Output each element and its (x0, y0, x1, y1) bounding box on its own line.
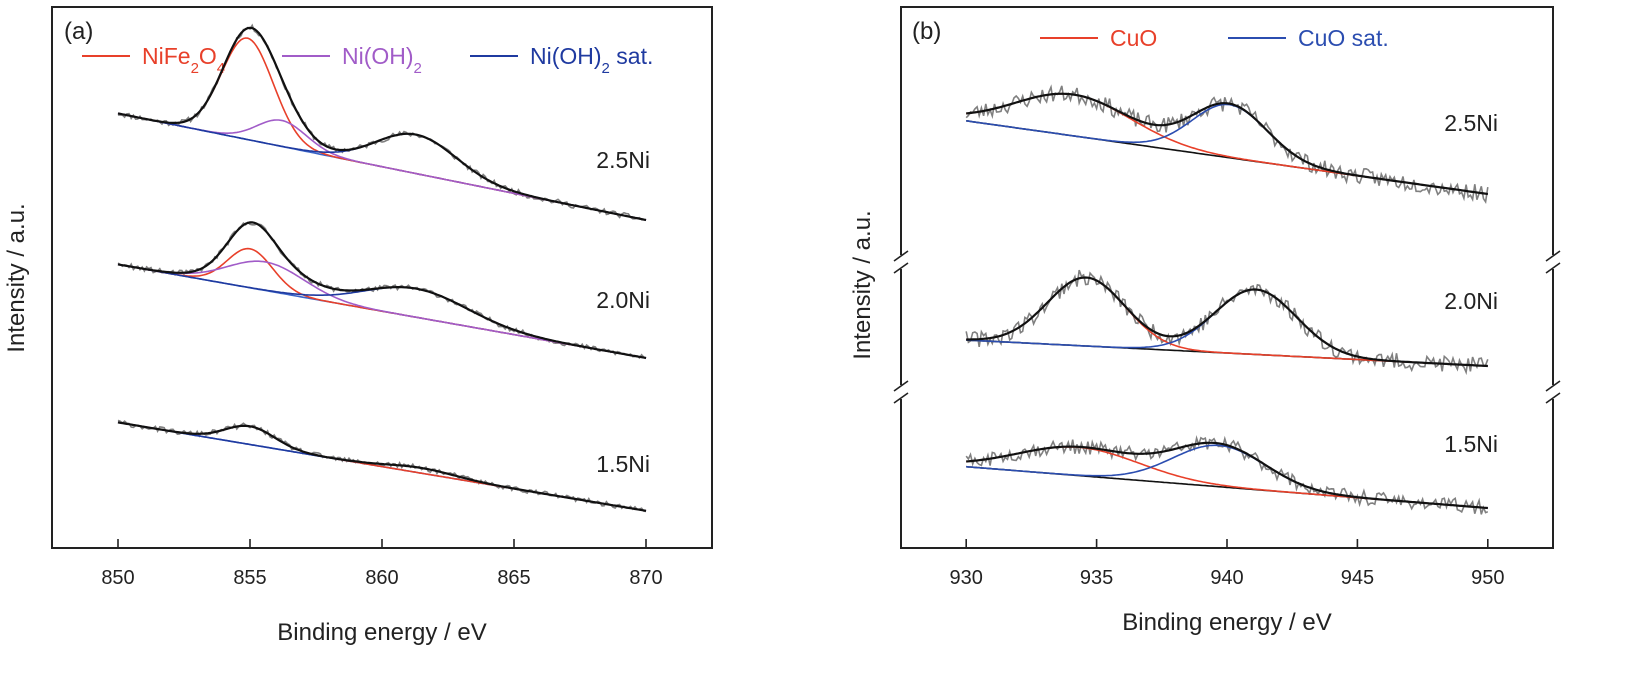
panel-b-legend: CuO CuO sat. (1040, 25, 1389, 51)
trace-1-5ni: 1.5Ni (965, 431, 1498, 515)
axis-break-mark (1545, 262, 1561, 274)
legend-label: Ni(OH)2 sat. (530, 43, 653, 77)
axis-break-mark (1545, 392, 1561, 404)
trace-label: 2.5Ni (1444, 110, 1498, 136)
fit-envelope-line (117, 421, 647, 512)
panel-a-x-axis: 850 855 860 865 870 (101, 539, 663, 589)
trace-label: 1.5Ni (596, 451, 650, 477)
trace-2-0ni: 2.0Ni (117, 221, 650, 360)
x-tick-label: 935 (1080, 567, 1113, 589)
x-tick-label: 950 (1471, 567, 1504, 589)
panel-a-ni2p: (a) NiFe2O4 Ni(OH)2 Ni(OH)2 sat. 850 855 860… (3, 6, 713, 646)
trace-2-5ni: 2.5Ni (965, 84, 1498, 204)
legend-item-ni-oh-2-sat: Ni(OH)2 sat. (470, 43, 653, 77)
x-tick-label: 860 (365, 567, 398, 589)
panel-b-y-axis-title: Intensity / a.u. (849, 210, 876, 359)
fit-envelope-line (117, 221, 647, 360)
legend-item-cuo-sat: CuO sat. (1228, 25, 1389, 51)
axis-break-gap (1547, 255, 1559, 269)
x-tick-label: 850 (101, 567, 134, 589)
legend-label: CuO (1110, 25, 1157, 51)
panel-b-x-axis: 930 935 940 945 950 (950, 539, 1504, 589)
trace-2-0ni: 2.0Ni (965, 269, 1498, 376)
legend-label: Ni(OH)2 (342, 43, 422, 77)
trace-label: 2.0Ni (1444, 288, 1498, 314)
axis-break-gap (895, 255, 907, 269)
panel-b-axis-breaks (893, 250, 1561, 404)
axis-break-mark (893, 392, 909, 404)
legend-item-nife2o4: NiFe2O4 (82, 43, 225, 77)
legend-label: CuO sat. (1298, 25, 1389, 51)
fit-envelope-line (966, 276, 1488, 368)
x-tick-label: 945 (1341, 567, 1374, 589)
axis-break-mark (1545, 380, 1561, 392)
raw-spectrum-line (117, 419, 647, 513)
raw-spectrum-line (965, 269, 1489, 376)
legend-item-ni-oh-2: Ni(OH)2 (282, 43, 422, 77)
trace-label: 2.5Ni (596, 147, 650, 173)
panel-b-x-axis-title: Binding energy / eV (1122, 609, 1331, 636)
fit-envelope-line (117, 26, 647, 222)
fit-envelope-line (966, 92, 1488, 196)
legend-label: NiFe2O4 (142, 43, 225, 77)
axis-break-mark (1545, 250, 1561, 262)
trace-2-5ni: 2.5Ni (117, 23, 650, 222)
panel-a-y-axis-title: Intensity / a.u. (3, 203, 30, 352)
x-tick-label: 940 (1210, 567, 1243, 589)
x-tick-label: 865 (497, 567, 530, 589)
axis-break-gap (895, 385, 907, 399)
trace-label: 2.0Ni (596, 287, 650, 313)
panel-a-legend: NiFe2O4 Ni(OH)2 Ni(OH)2 sat. (82, 43, 653, 77)
panel-a-x-axis-title: Binding energy / eV (277, 619, 486, 646)
fit-envelope-line (966, 441, 1488, 510)
x-tick-label: 870 (629, 567, 662, 589)
panel-a-plot-area: 2.5Ni 2.0Ni 1.5Ni (117, 23, 650, 513)
axis-break-mark (893, 262, 909, 274)
axis-break-mark (893, 250, 909, 262)
x-tick-label: 855 (233, 567, 266, 589)
panel-a-tag: (a) (64, 18, 93, 45)
panel-b-tag: (b) (912, 18, 941, 45)
trace-1-5ni: 1.5Ni (117, 419, 650, 513)
panel-b-plot-area: 2.5Ni 2.0Ni 1.5Ni (965, 84, 1498, 515)
axis-break-gap (1547, 385, 1559, 399)
axis-break-mark (893, 380, 909, 392)
x-tick-label: 930 (950, 567, 983, 589)
trace-label: 1.5Ni (1444, 431, 1498, 457)
panel-b-cu2p: (b) CuO CuO sat. 930 935 940 945 950 2.5Ni 2.0… (849, 6, 1561, 636)
legend-item-cuo: CuO (1040, 25, 1157, 51)
